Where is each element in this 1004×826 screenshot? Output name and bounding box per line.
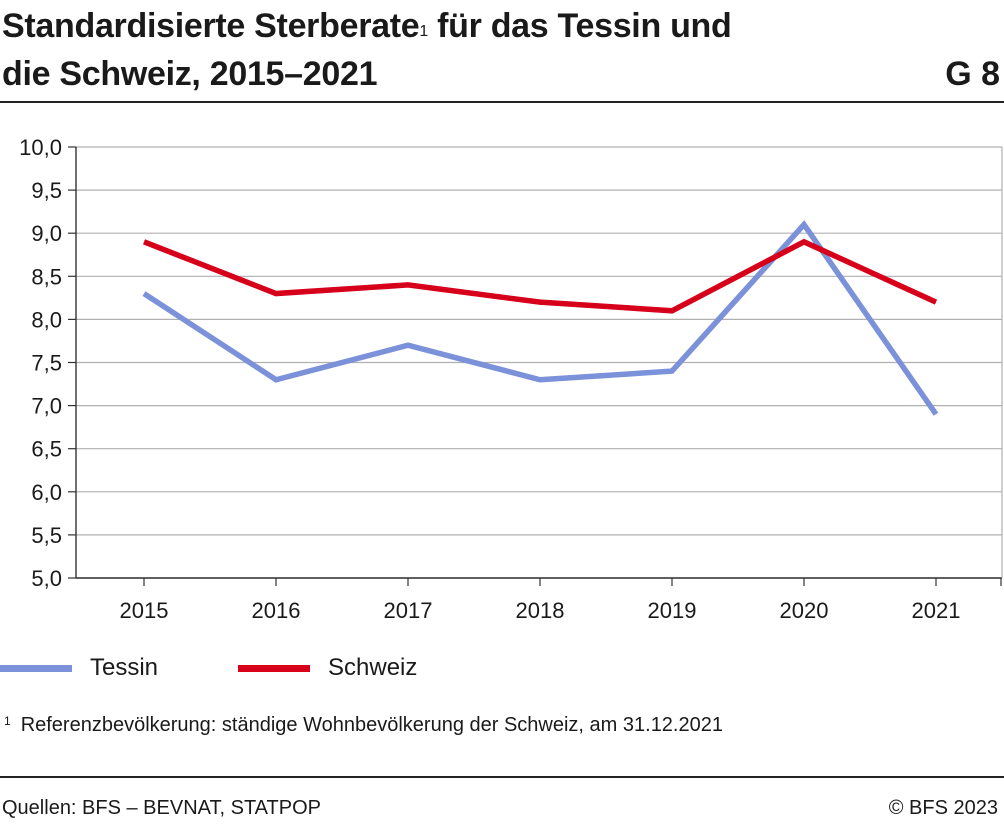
x-tick-label: 2021	[912, 598, 961, 623]
y-tick-label: 8,0	[31, 307, 62, 332]
y-tick-label: 8,5	[31, 264, 62, 289]
footer-divider	[0, 776, 1004, 778]
legend-item-tessin: Tessin	[0, 652, 158, 684]
series-line-tessin	[142, 220, 939, 416]
title-line2: die Schweiz, 2015–2021	[2, 55, 378, 93]
y-tick-label: 6,5	[31, 437, 62, 462]
legend-item-schweiz: Schweiz	[238, 652, 417, 684]
series-line-schweiz	[142, 238, 938, 314]
y-tick-label: 5,0	[31, 566, 62, 591]
x-tick-label: 2020	[780, 598, 829, 623]
y-tick-label: 9,5	[31, 178, 62, 203]
y-tick-label: 10,0	[19, 135, 62, 160]
x-tick-label: 2018	[516, 598, 565, 623]
title-divider	[0, 101, 1004, 103]
x-tick-label: 2017	[384, 598, 433, 623]
figure-number: G 8	[945, 55, 1000, 93]
footnote-text: Referenzbevölkerung: ständige Wohnbevölk…	[20, 714, 723, 736]
y-tick-label: 6,0	[31, 480, 62, 505]
chart-title: Standardisierte Sterberate1 für das Tess…	[2, 2, 902, 98]
copyright: © BFS 2023	[888, 797, 998, 819]
y-tick-label: 7,0	[31, 394, 62, 419]
title-line1-a: Standardisierte Sterberate	[2, 7, 420, 45]
line-chart: 5,0 5,5 6,0 6,5 7,0 7,5 8,0 8,5 9,0 9,5 10,0 2015 20…	[19, 135, 1003, 623]
x-tick-label: 2015	[120, 598, 169, 623]
legend-swatch-tessin	[0, 664, 72, 672]
y-tick-label: 7,5	[31, 351, 62, 376]
legend-label-schweiz: Schweiz	[328, 654, 418, 681]
source-note: Quellen: BFS – BEVNAT, STATPOP	[2, 797, 321, 819]
x-tick-label: 2019	[648, 598, 697, 623]
y-tick-label: 9,0	[31, 221, 62, 246]
footnote-marker: 1	[4, 714, 11, 728]
title-line1-b: für das Tessin und	[427, 7, 732, 45]
x-tick-label: 2016	[252, 598, 301, 623]
legend-label-tessin: Tessin	[90, 654, 159, 681]
title-footnote-marker: 1	[419, 23, 428, 40]
y-tick-label: 5,5	[31, 523, 62, 548]
legend-swatch-schweiz	[238, 664, 310, 672]
footnote: 1 Referenzbevölkerung: ständige Wohnbevöl…	[4, 714, 723, 737]
